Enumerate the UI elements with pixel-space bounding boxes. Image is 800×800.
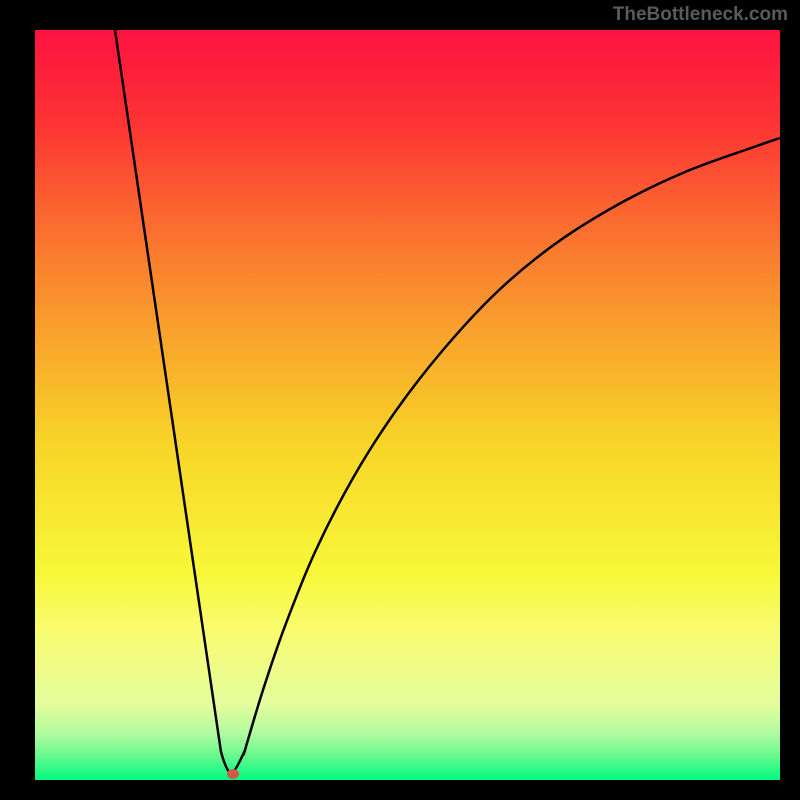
- watermark-text: TheBottleneck.com: [613, 4, 788, 26]
- chart-curve-layer: [35, 30, 780, 780]
- optimum-marker: [227, 769, 239, 779]
- chart-plot-area: [35, 30, 780, 780]
- bottleneck-curve: [115, 30, 780, 773]
